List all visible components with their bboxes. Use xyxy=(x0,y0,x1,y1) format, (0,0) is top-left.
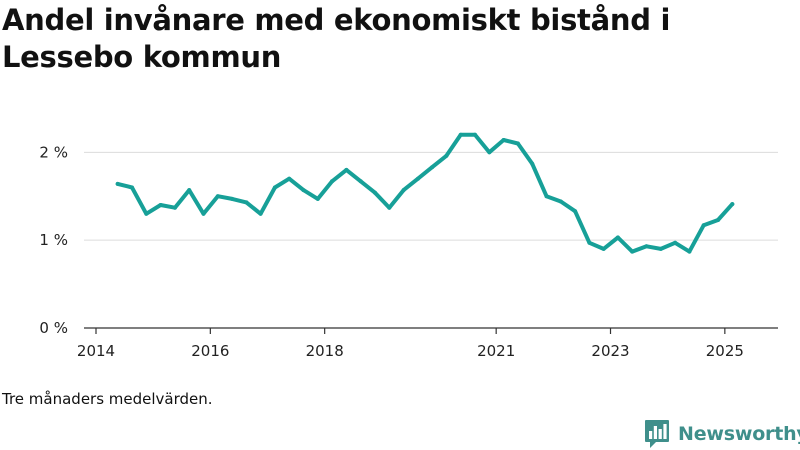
chart-title: Andel invånare med ekonomiskt bistånd i … xyxy=(2,3,671,74)
data-point xyxy=(344,167,349,172)
data-point xyxy=(573,209,578,214)
data-point xyxy=(130,185,134,190)
y-tick-label: 2 % xyxy=(39,143,68,161)
brand-logo[interactable]: Newsworthy xyxy=(644,419,800,449)
data-point xyxy=(515,141,520,146)
data-point xyxy=(687,249,692,254)
data-point xyxy=(373,190,377,195)
data-point xyxy=(172,205,177,210)
x-tick-label: 2018 xyxy=(306,342,344,360)
footnote: Tre månaders medelvärden. xyxy=(2,390,213,408)
data-point xyxy=(287,176,292,181)
bar-chart-logo-icon xyxy=(645,420,669,448)
data-point xyxy=(601,246,606,251)
data-point xyxy=(115,181,120,186)
y-axis-tick-labels: 0 % 1 % 2 % xyxy=(39,143,68,337)
data-point xyxy=(387,205,392,210)
brand-name: Newsworthy xyxy=(678,423,800,445)
data-point xyxy=(401,188,406,193)
x-tick-label: 2025 xyxy=(706,342,744,360)
data-point xyxy=(315,196,320,201)
data-point xyxy=(716,218,720,222)
data-point xyxy=(615,235,620,240)
data-point xyxy=(230,196,235,201)
data-point xyxy=(272,185,277,190)
series-line xyxy=(115,132,735,254)
x-tick-label: 2014 xyxy=(77,342,115,360)
x-tick-label: 2021 xyxy=(477,342,515,360)
data-point xyxy=(544,194,549,199)
data-point xyxy=(630,249,635,254)
data-point xyxy=(415,176,420,181)
data-point xyxy=(473,132,477,137)
line-chart: 0 % 1 % 2 % 2014 2016 2018 2021 2023 2025 xyxy=(39,132,778,360)
data-point xyxy=(430,165,435,170)
data-point xyxy=(587,240,592,245)
grid-lines xyxy=(84,151,778,241)
data-point xyxy=(258,211,263,216)
data-point xyxy=(215,194,220,199)
data-point xyxy=(158,203,163,207)
x-tick-label: 2023 xyxy=(591,342,629,360)
data-point xyxy=(187,188,192,193)
data-point xyxy=(701,223,706,228)
y-tick-label: 1 % xyxy=(39,231,68,249)
series-points xyxy=(115,132,735,254)
data-point xyxy=(144,211,149,216)
y-tick-label: 0 % xyxy=(39,319,68,337)
data-point xyxy=(501,138,506,142)
data-point xyxy=(330,179,335,184)
data-point xyxy=(644,244,649,249)
data-point xyxy=(673,240,678,245)
data-point xyxy=(487,150,492,155)
data-point xyxy=(301,188,306,193)
data-point xyxy=(458,132,463,137)
data-point xyxy=(558,199,563,204)
x-axis-ticks: 2014 2016 2018 2021 2023 2025 xyxy=(77,328,744,360)
data-point xyxy=(444,153,449,158)
data-point xyxy=(358,179,363,184)
data-point xyxy=(530,161,535,166)
data-point xyxy=(658,246,663,251)
x-tick-label: 2016 xyxy=(191,342,229,360)
data-point xyxy=(730,202,735,207)
data-point xyxy=(244,200,249,205)
data-point xyxy=(201,211,206,216)
